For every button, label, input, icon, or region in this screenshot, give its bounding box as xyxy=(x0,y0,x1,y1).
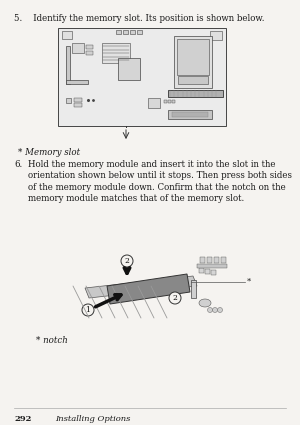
Bar xyxy=(205,269,210,274)
Bar xyxy=(168,90,223,97)
Circle shape xyxy=(121,255,133,267)
Bar xyxy=(62,31,72,39)
Bar xyxy=(86,51,93,55)
Text: * Memory slot: * Memory slot xyxy=(18,148,80,157)
Bar xyxy=(197,264,227,268)
Bar xyxy=(164,100,167,103)
Bar xyxy=(148,98,160,108)
Bar xyxy=(123,30,128,34)
Polygon shape xyxy=(107,274,190,304)
Bar xyxy=(214,257,219,263)
Bar xyxy=(118,58,140,80)
Bar xyxy=(168,110,212,119)
Bar xyxy=(86,45,93,49)
Text: 292: 292 xyxy=(14,415,32,423)
Bar xyxy=(172,100,175,103)
Bar xyxy=(58,28,226,126)
Text: 2: 2 xyxy=(172,294,177,302)
Bar xyxy=(102,43,130,63)
Bar xyxy=(174,36,212,88)
Circle shape xyxy=(212,308,217,312)
Text: * notch: * notch xyxy=(36,336,68,345)
Text: Hold the memory module and insert it into the slot in the
orientation shown belo: Hold the memory module and insert it int… xyxy=(28,160,292,203)
Text: *: * xyxy=(247,278,251,286)
Text: 2: 2 xyxy=(124,257,129,265)
Bar xyxy=(137,30,142,34)
Bar xyxy=(66,46,70,84)
Bar xyxy=(210,31,222,40)
Bar xyxy=(177,39,209,75)
Text: 6.: 6. xyxy=(14,160,22,169)
Bar xyxy=(130,30,135,34)
Circle shape xyxy=(82,304,94,316)
Bar xyxy=(172,112,208,117)
Bar xyxy=(74,98,82,102)
Bar xyxy=(116,30,121,34)
Text: 5.    Identify the memory slot. Its position is shown below.: 5. Identify the memory slot. Its positio… xyxy=(14,14,265,23)
Circle shape xyxy=(218,308,223,312)
Bar xyxy=(72,43,84,53)
Ellipse shape xyxy=(199,299,211,307)
Bar xyxy=(168,100,171,103)
Circle shape xyxy=(169,292,181,304)
Bar xyxy=(207,257,212,263)
Bar xyxy=(200,257,205,263)
Bar xyxy=(74,103,82,107)
Bar xyxy=(191,280,196,298)
Bar xyxy=(66,98,71,103)
Bar xyxy=(211,270,216,275)
Text: 1: 1 xyxy=(85,306,90,314)
Bar xyxy=(199,268,204,273)
Bar xyxy=(178,76,208,84)
Text: Installing Options: Installing Options xyxy=(55,415,130,423)
Polygon shape xyxy=(85,276,197,298)
Circle shape xyxy=(208,308,212,312)
Bar xyxy=(221,257,226,263)
Bar xyxy=(66,80,88,84)
